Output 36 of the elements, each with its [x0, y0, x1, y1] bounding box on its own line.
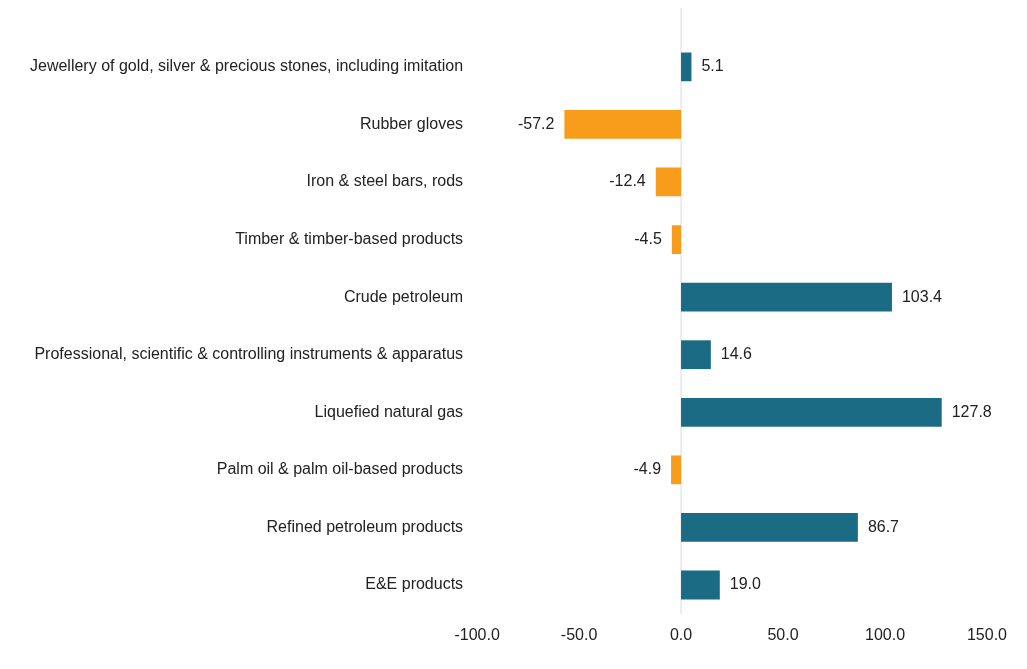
- bar: [681, 513, 858, 542]
- y-tick-label: Iron & steel bars, rods: [306, 172, 464, 190]
- x-tick-label: 0.0: [669, 625, 693, 643]
- data-label: 5.1: [701, 57, 724, 75]
- data-label: 14.6: [720, 345, 753, 363]
- data-label: 103.4: [901, 287, 943, 305]
- y-tick-label: Professional, scientific & controlling instruments & apparatus: [34, 345, 464, 363]
- y-tick-label: Timber & timber-based products: [235, 229, 464, 247]
- bar: [671, 225, 682, 254]
- data-label: 86.7: [867, 517, 900, 535]
- data-label: -57.2: [517, 114, 555, 132]
- y-tick-label: Palm oil & palm oil-based products: [216, 460, 464, 478]
- bar: [681, 340, 711, 370]
- y-tick-label: Rubber gloves: [359, 114, 464, 132]
- bar: [681, 397, 942, 427]
- data-label: -12.4: [609, 172, 646, 190]
- y-tick-label: Jewellery of gold, silver & precious stones, including imitation: [30, 57, 464, 75]
- y-tick-label: Refined petroleum products: [266, 517, 464, 535]
- data-label: 127.8: [951, 402, 992, 420]
- data-label: -4.5: [634, 229, 662, 247]
- bar: [671, 455, 682, 485]
- x-tick-label: 150.0: [966, 625, 1008, 643]
- x-tick-label: -100.0: [454, 625, 500, 643]
- bar: [681, 282, 892, 312]
- bar: [681, 52, 692, 82]
- data-label: 19.0: [729, 575, 762, 593]
- x-tick-label: 100.0: [864, 625, 906, 643]
- bar: [655, 167, 682, 197]
- y-tick-label: E&E products: [365, 575, 464, 593]
- x-tick-label: 50.0: [767, 625, 799, 643]
- bar: [564, 109, 682, 139]
- data-label: -4.9: [633, 460, 662, 478]
- bar: [681, 570, 720, 600]
- x-tick-label: -50.0: [560, 625, 598, 643]
- y-tick-label: Liquefied natural gas: [314, 402, 464, 420]
- y-tick-label: Crude petroleum: [343, 287, 464, 305]
